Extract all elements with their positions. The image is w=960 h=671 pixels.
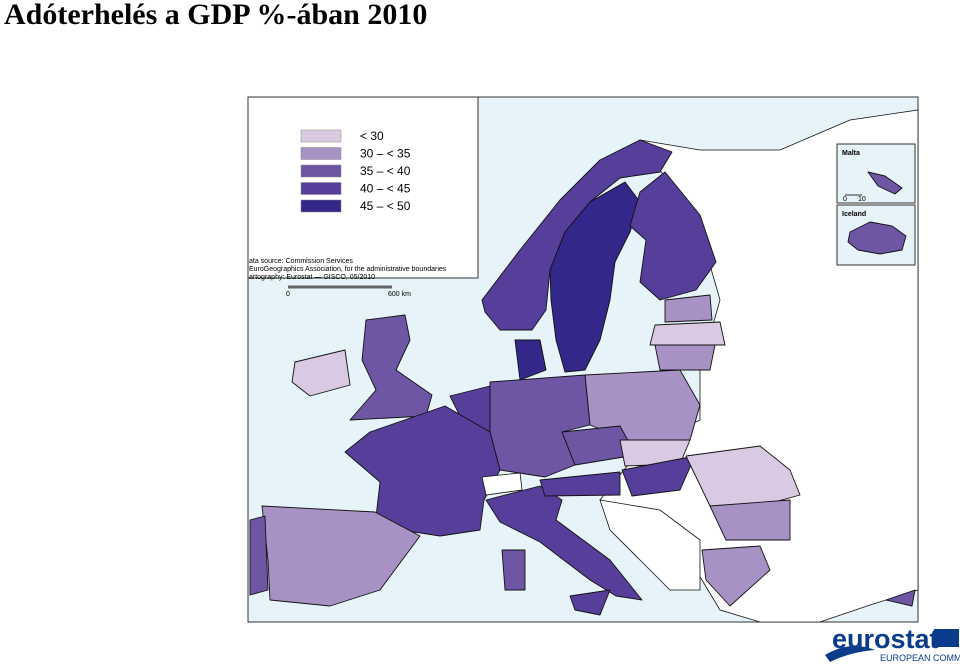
- regions: [249, 139, 916, 616]
- scale-label: 0: [843, 196, 847, 203]
- map: < 30 30 – < 35 35 – < 40 40 – < 45 45 – < 50…: [247, 96, 919, 623]
- region: [514, 339, 547, 381]
- logo-swoosh: [825, 646, 875, 662]
- region: [867, 171, 903, 195]
- legend-label: 40 – < 45: [360, 182, 411, 196]
- legend-swatch: [300, 147, 342, 160]
- source-text: ata source: Commission Services: [249, 258, 353, 265]
- region: [629, 171, 717, 301]
- region: [349, 314, 433, 421]
- land: [599, 499, 701, 591]
- region: [701, 545, 771, 607]
- region: [569, 589, 611, 616]
- land: [481, 472, 523, 496]
- legend-label: < 30: [360, 129, 384, 143]
- region: [621, 455, 696, 497]
- scale-label: 600 km: [388, 291, 411, 298]
- region: [885, 589, 916, 607]
- region: [847, 221, 907, 255]
- eu-flag: [934, 629, 959, 647]
- legend-swatch: [300, 199, 342, 213]
- region: [344, 405, 501, 537]
- legend-label: 30 – < 35: [360, 147, 411, 161]
- legend-swatch: [300, 182, 342, 195]
- legend-label: 35 – < 40: [360, 164, 411, 178]
- region: [709, 499, 791, 541]
- logo-subtitle: EUROPEAN COMMISSION: [880, 653, 960, 663]
- region: [291, 349, 351, 397]
- legend: < 30 30 – < 35 35 – < 40 40 – < 45 45 – < 50: [300, 129, 411, 213]
- region: [664, 294, 713, 323]
- region: [654, 344, 716, 371]
- source-text: EuroGeographics Association, for the adm…: [249, 266, 447, 273]
- title: Adóterhelés a GDP %-ában 2010: [4, 0, 427, 31]
- scale-label: 10: [858, 196, 866, 203]
- scale-label: 0: [286, 291, 290, 298]
- source-text: artography: Eurostat — GISCO, 05/2010: [249, 274, 375, 281]
- legend-swatch: [300, 164, 342, 178]
- legend-label: 45 – < 50: [360, 199, 411, 213]
- region: [481, 139, 673, 331]
- legend-box: [247, 96, 479, 279]
- region: [649, 321, 726, 346]
- logo-name: eurostat: [832, 624, 939, 654]
- region: [501, 549, 526, 591]
- legend-swatch: [300, 129, 342, 143]
- inset-label: Malta: [842, 150, 860, 157]
- region: [261, 505, 421, 607]
- region: [539, 471, 621, 497]
- inset-label: Iceland: [842, 211, 866, 218]
- region: [549, 181, 641, 373]
- logo: eurostat EUROPEAN COMMISSION: [825, 624, 960, 663]
- region: [249, 515, 269, 596]
